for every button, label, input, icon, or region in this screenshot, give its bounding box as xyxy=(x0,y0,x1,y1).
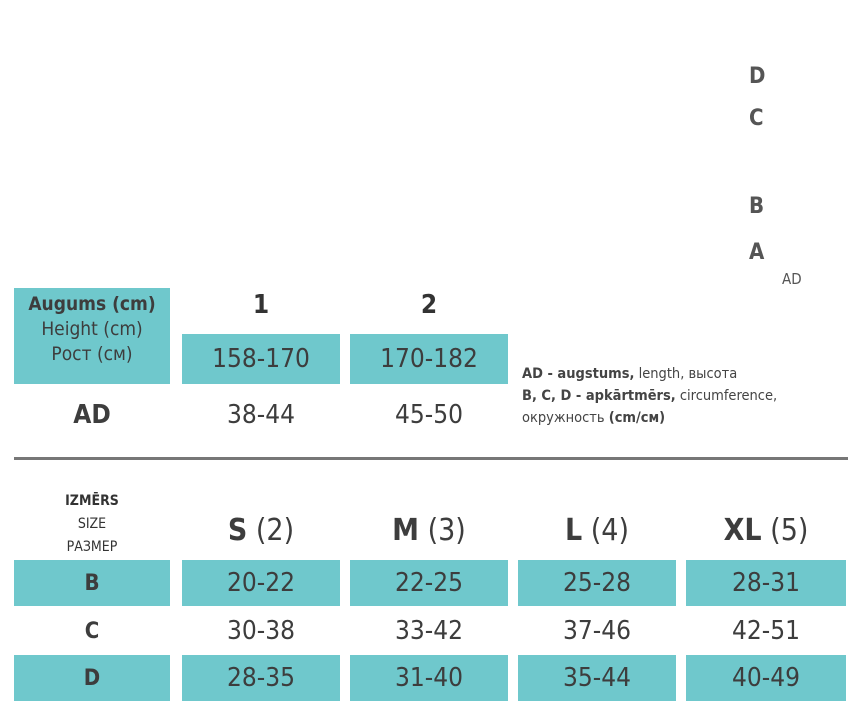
size-number: (2) xyxy=(255,512,295,548)
height-1: 158-170 xyxy=(182,334,340,384)
size-cell: 42-51 xyxy=(732,616,800,646)
ad-2: 45-50 xyxy=(395,400,463,430)
leg-diagram xyxy=(500,0,857,300)
ad-1: 38-44 xyxy=(227,400,295,430)
size-cell: 33-42 xyxy=(395,616,463,646)
ad-label: AD xyxy=(73,400,111,430)
size-name: XL xyxy=(723,512,762,548)
height-header: Augums (cm) Height (cm) Рост (см) xyxy=(14,288,170,384)
legend-line-2: B, C, D - apkārtmērs, circumference, xyxy=(522,388,778,404)
size-header-ru: РАЗМЕР xyxy=(66,539,118,555)
size-number: (5) xyxy=(770,512,809,548)
row-label-c: C xyxy=(84,618,100,644)
row-label-b: B xyxy=(14,560,170,606)
size-header-lv: IZMĒRS xyxy=(65,493,119,509)
size-name: M xyxy=(392,512,420,548)
row-label-d: D xyxy=(14,655,170,701)
height-2: 170-182 xyxy=(350,334,508,384)
size-cell: 25-28 xyxy=(518,560,676,606)
size-cell: 31-40 xyxy=(350,655,508,701)
divider xyxy=(14,457,848,460)
label-c: C xyxy=(749,106,764,131)
size-cell: 28-35 xyxy=(182,655,340,701)
size-number: (4) xyxy=(590,512,629,548)
legend-line-3: окружность (cm/см) xyxy=(522,410,666,426)
column-2: 2 xyxy=(420,290,438,320)
size-name: L xyxy=(564,512,583,548)
label-a: A xyxy=(749,240,765,265)
size-header-m: M (3) xyxy=(350,508,508,552)
size-cell: 37-46 xyxy=(563,616,631,646)
label-d: D xyxy=(749,64,766,89)
size-cell: 30-38 xyxy=(227,616,295,646)
size-cell: 20-22 xyxy=(182,560,340,606)
size-name: S xyxy=(227,512,248,548)
legend-line-1: AD - augstums, length, высота xyxy=(522,366,738,382)
size-header-xl: XL (5) xyxy=(686,508,846,552)
size-cell: 28-31 xyxy=(686,560,846,606)
height-header-en: Height (cm) xyxy=(41,318,143,340)
height-header-ru: Рост (см) xyxy=(51,343,133,365)
size-cell: 22-25 xyxy=(350,560,508,606)
label-b: B xyxy=(749,194,765,219)
column-1: 1 xyxy=(252,290,270,320)
size-header-en: SIZE xyxy=(77,516,107,532)
size-header-s: S (2) xyxy=(182,508,340,552)
size-header-l: L (4) xyxy=(518,508,676,552)
size-header: IZMĒRS SIZE РАЗМЕР xyxy=(14,490,170,559)
size-number: (3) xyxy=(427,512,466,548)
size-cell: 40-49 xyxy=(686,655,846,701)
size-cell: 35-44 xyxy=(518,655,676,701)
label-ad: AD xyxy=(782,270,802,288)
height-header-lv: Augums (cm) xyxy=(28,293,156,315)
